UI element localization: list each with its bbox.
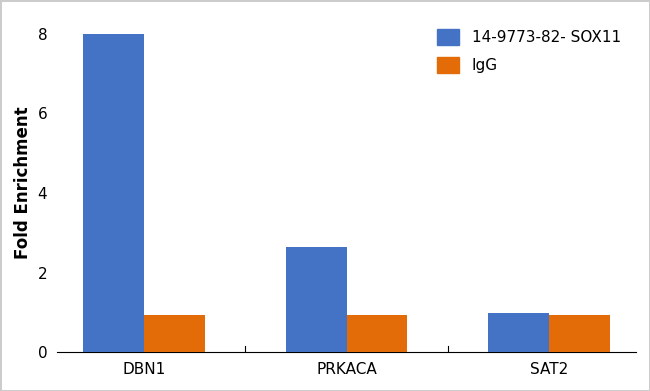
Bar	[346, 314, 408, 352]
Bar	[144, 314, 205, 352]
Bar	[286, 247, 346, 352]
Bar	[83, 34, 144, 352]
Bar	[488, 312, 549, 352]
Legend: 14-9773-82- SOX11, IgG: 14-9773-82- SOX11, IgG	[429, 22, 629, 81]
Bar	[549, 314, 610, 352]
Y-axis label: Fold Enrichment: Fold Enrichment	[14, 107, 32, 260]
